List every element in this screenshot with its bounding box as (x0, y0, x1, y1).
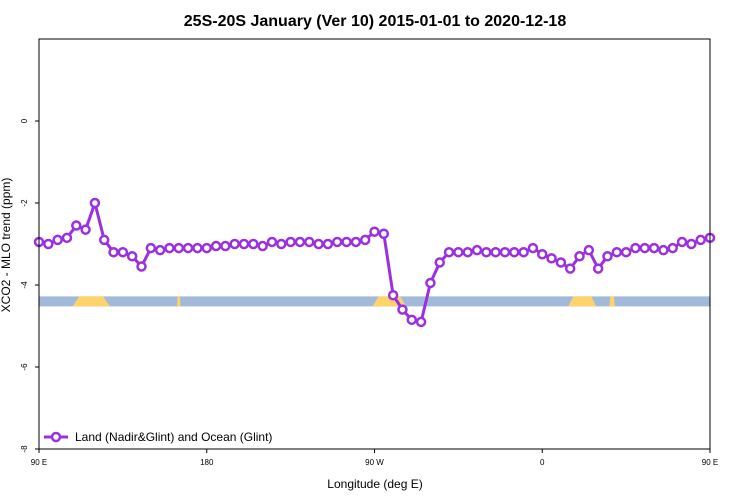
data-point (304, 236, 315, 248)
x-tick-label: 90 W (365, 458, 384, 467)
data-point (546, 253, 557, 264)
data-point (676, 236, 688, 248)
data-point (518, 246, 529, 258)
ocean-band (39, 296, 710, 307)
data-point (686, 238, 697, 250)
data-point (117, 246, 129, 258)
data-point (602, 251, 613, 262)
legend: Land (Nadir&Glint) and Ocean (Glint) (44, 430, 272, 444)
data-point (220, 240, 231, 252)
data-point (98, 234, 110, 246)
data-point (257, 240, 268, 252)
data-point (313, 238, 324, 250)
data-point (406, 314, 418, 326)
data-point (229, 238, 240, 250)
data-point (80, 224, 91, 235)
data-point (71, 220, 82, 231)
data-point (238, 238, 250, 250)
data-point (52, 234, 63, 246)
data-point (136, 261, 147, 272)
data-point (434, 257, 445, 268)
data-point (266, 236, 278, 248)
data-point (322, 238, 334, 250)
y-tick-label: -4 (20, 281, 29, 289)
data-point (509, 246, 520, 258)
x-axis: 90 E 180 90 W 0 90 E (31, 449, 718, 467)
data-point (499, 246, 511, 258)
data-point (164, 242, 175, 254)
data-point (126, 251, 138, 262)
data-point (443, 246, 455, 258)
data-point (201, 242, 212, 254)
series-points-group (33, 197, 716, 328)
data-point (210, 240, 222, 252)
data-point (592, 263, 604, 274)
data-point (331, 236, 343, 248)
surface-band (39, 296, 710, 307)
data-point (192, 242, 203, 254)
data-point (154, 244, 166, 256)
chart-title: 25S-20S January (Ver 10) 2015-01-01 to 2… (184, 13, 567, 30)
land-segment (568, 296, 597, 307)
data-point (89, 197, 101, 209)
data-point (611, 246, 623, 258)
data-point (481, 246, 492, 258)
data-point (415, 316, 427, 328)
x-axis-label: Longitude (deg E) (327, 477, 422, 491)
data-point (359, 234, 371, 246)
y-tick-label: -6 (20, 363, 29, 371)
data-point (369, 226, 380, 237)
y-tick-label: 0 (20, 118, 29, 123)
data-point (537, 249, 548, 260)
data-point (182, 242, 194, 254)
data-point (341, 236, 352, 248)
y-axis: 0 -2 -4 -6 -8 (20, 118, 39, 453)
data-point (173, 242, 185, 254)
data-point (639, 242, 651, 254)
x-tick-label: 180 (200, 458, 214, 467)
data-point (583, 244, 595, 256)
y-tick-label: -8 (20, 445, 29, 453)
legend-label: Land (Nadir&Glint) and Ocean (Glint) (75, 430, 272, 444)
data-point (285, 236, 296, 248)
data-point (471, 244, 483, 256)
data-point (387, 290, 399, 301)
land-segment (609, 296, 615, 307)
data-point (574, 251, 585, 262)
data-point (630, 242, 641, 254)
data-point (620, 246, 632, 258)
x-tick-label: 0 (540, 458, 545, 467)
data-point (108, 246, 119, 258)
x-tick-label: 90 E (702, 458, 718, 467)
data-point (248, 238, 259, 250)
data-point (397, 304, 408, 315)
y-tick-label: -2 (20, 199, 29, 207)
data-point (648, 242, 660, 254)
data-point (695, 234, 706, 246)
land-segment (72, 296, 110, 307)
data-point (294, 236, 306, 248)
data-point (350, 236, 362, 248)
data-point (145, 242, 157, 254)
data-point (667, 242, 678, 254)
data-point (425, 277, 436, 289)
data-point (61, 232, 73, 244)
data-point (453, 246, 464, 258)
data-point (276, 238, 287, 250)
y-axis-label: XCO2 - MLO trend (ppm) (0, 178, 13, 313)
data-point (462, 246, 473, 258)
data-point (555, 257, 567, 268)
data-point (378, 228, 390, 239)
x-tick-label: 90 E (31, 458, 47, 467)
land-segment (176, 296, 181, 307)
data-point (564, 263, 576, 274)
legend-marker (50, 431, 62, 443)
data-point (490, 246, 501, 258)
data-point (43, 238, 54, 250)
data-point (658, 244, 669, 256)
data-point (527, 242, 539, 254)
